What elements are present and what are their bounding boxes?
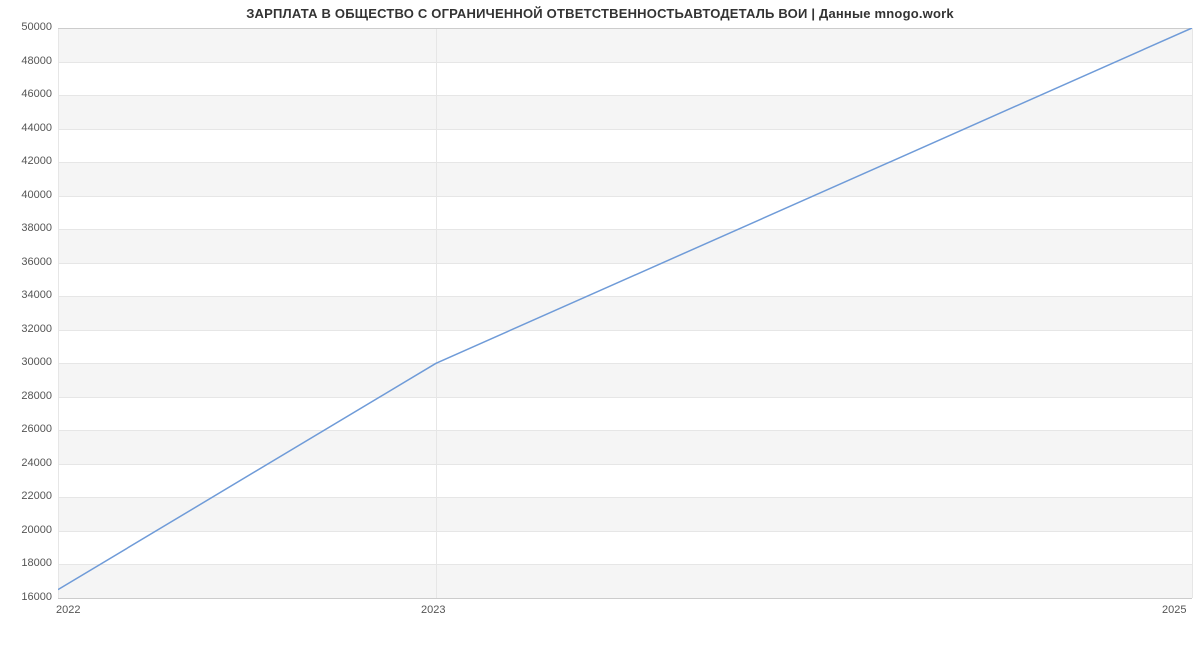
y-tick-label: 38000 <box>12 222 52 234</box>
y-tick-label: 48000 <box>12 55 52 67</box>
y-tick-label: 36000 <box>12 256 52 268</box>
series-line <box>58 28 1192 590</box>
x-tick-label: 2022 <box>56 604 80 616</box>
y-tick-label: 44000 <box>12 122 52 134</box>
y-tick-label: 24000 <box>12 457 52 469</box>
y-tick-label: 22000 <box>12 490 52 502</box>
x-tick-label: 2023 <box>421 604 445 616</box>
y-tick-label: 26000 <box>12 423 52 435</box>
y-tick-label: 18000 <box>12 557 52 569</box>
plot-area: 5000048000460004400042000400003800036000… <box>58 28 1192 598</box>
y-tick-label: 50000 <box>12 21 52 33</box>
x-tick-label: 2025 <box>1162 604 1186 616</box>
y-tick-label: 42000 <box>12 155 52 167</box>
line-chart-svg <box>58 28 1192 598</box>
y-tick-label: 34000 <box>12 289 52 301</box>
y-tick-label: 28000 <box>12 390 52 402</box>
plot-border <box>58 598 1192 599</box>
y-tick-label: 20000 <box>12 524 52 536</box>
y-tick-label: 40000 <box>12 189 52 201</box>
y-tick-label: 16000 <box>12 591 52 603</box>
y-tick-label: 30000 <box>12 356 52 368</box>
chart-title: ЗАРПЛАТА В ОБЩЕСТВО С ОГРАНИЧЕННОЙ ОТВЕТ… <box>0 6 1200 21</box>
x-gridline <box>1192 28 1193 598</box>
y-tick-label: 46000 <box>12 88 52 100</box>
y-tick-label: 32000 <box>12 323 52 335</box>
